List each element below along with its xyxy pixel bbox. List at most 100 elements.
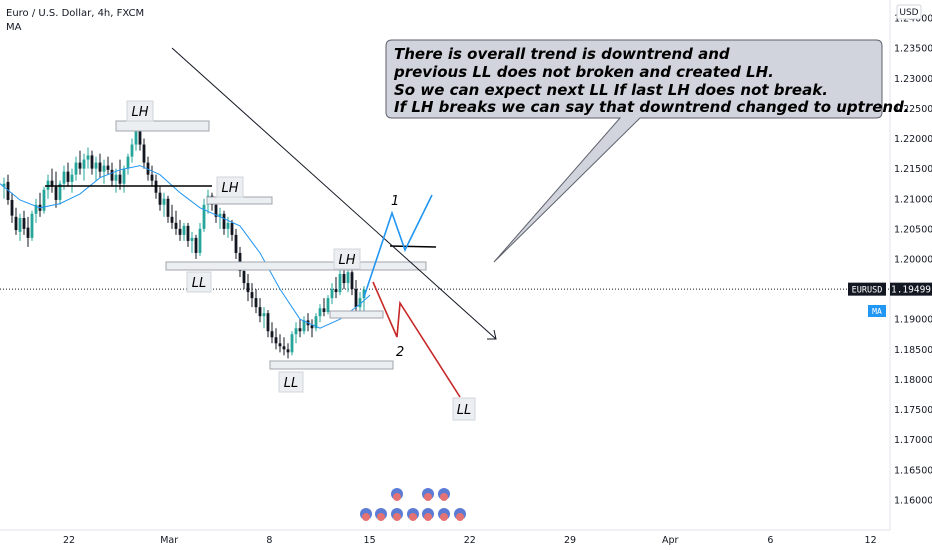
candle xyxy=(250,283,254,308)
candle xyxy=(174,210,178,235)
candle xyxy=(58,180,62,205)
price-tick-label: 1.20500 xyxy=(894,224,932,235)
lh-zone-3[interactable] xyxy=(329,310,384,319)
price-tick-label: 1.20000 xyxy=(894,254,932,265)
price-tick-label: 1.23000 xyxy=(894,74,932,85)
flag-icon[interactable] xyxy=(360,508,372,521)
flag-icon[interactable] xyxy=(454,508,466,521)
candle xyxy=(94,156,98,181)
lh-zone-1[interactable] xyxy=(115,120,210,132)
lh-label-1-text: LH xyxy=(131,105,148,120)
moving-average-line xyxy=(0,165,371,329)
callout-bubble[interactable]: There is overall trend is downtrend and … xyxy=(385,39,910,263)
time-tick-label: 12 xyxy=(865,535,877,546)
candle xyxy=(270,322,274,344)
candle xyxy=(22,210,26,235)
candle xyxy=(130,138,134,163)
flag-icon[interactable] xyxy=(391,488,403,501)
price-tick-label: 1.16000 xyxy=(894,495,932,506)
lh-label-3-text: LH xyxy=(338,253,355,268)
candle xyxy=(314,313,318,332)
last-price-tag[interactable]: EURUSD 1.19499 xyxy=(848,282,932,296)
flag-icon[interactable] xyxy=(407,508,419,521)
bullish-projection-path[interactable] xyxy=(363,194,433,298)
time-tick-label: 22 xyxy=(464,535,476,546)
price-tick-label: 1.22500 xyxy=(894,104,932,115)
callout-line-3: So we can expect next LL If last LH does… xyxy=(394,81,828,99)
candle xyxy=(166,195,170,223)
callout-line-1: There is overall trend is downtrend and xyxy=(394,45,730,63)
candle xyxy=(102,159,106,184)
ma-tag-label: MA xyxy=(872,307,882,316)
ll-label-1[interactable]: LL xyxy=(186,271,212,293)
candle xyxy=(310,319,314,338)
lh-label-1[interactable]: LH xyxy=(126,100,154,122)
ll-label-1-text: LL xyxy=(192,276,207,291)
candle xyxy=(122,165,126,193)
candle xyxy=(330,283,334,305)
flag-icon[interactable] xyxy=(422,488,434,501)
candle xyxy=(18,213,22,241)
time-axis[interactable]: 22Mar8152229Apr61219 xyxy=(63,535,932,546)
lh-label-3[interactable]: LH xyxy=(333,248,361,270)
price-tick-label: 1.22000 xyxy=(894,134,932,145)
price-tick-label: 1.19000 xyxy=(894,315,932,326)
price-tick-label: 1.16500 xyxy=(894,465,932,476)
price-tick-label: 1.17000 xyxy=(894,435,932,446)
wave-label-1: 1 xyxy=(391,194,399,209)
bearish-projection-path[interactable] xyxy=(372,281,461,398)
downtrend-line[interactable] xyxy=(171,47,497,340)
candle xyxy=(90,150,94,175)
flag-icon[interactable] xyxy=(422,508,434,521)
symbol-title: Euro / U.S. Dollar, 4h, FXCM xyxy=(6,8,144,19)
candle xyxy=(198,222,202,256)
lh-zone-2[interactable] xyxy=(206,196,273,205)
flag-icon[interactable] xyxy=(375,508,387,521)
candle xyxy=(142,138,146,169)
ll-label-3[interactable]: LL xyxy=(452,397,476,421)
candle xyxy=(218,207,222,229)
price-tick-label: 1.17500 xyxy=(894,405,932,416)
time-tick-label: 8 xyxy=(266,535,272,546)
candle xyxy=(282,337,286,356)
candle xyxy=(338,268,342,296)
ma-tag[interactable]: MA xyxy=(868,305,886,317)
candle xyxy=(82,153,86,181)
flag-icon[interactable] xyxy=(391,508,403,521)
candle xyxy=(318,304,322,323)
last-price-symbol: EURUSD xyxy=(852,286,883,296)
ll-zone-1[interactable] xyxy=(165,261,427,271)
price-axis[interactable]: 1.240001.235001.230001.225001.220001.215… xyxy=(894,14,932,507)
flag-icon[interactable] xyxy=(438,508,450,521)
price-tick-label: 1.21500 xyxy=(894,164,932,175)
ll-label-2-text: LL xyxy=(284,376,299,391)
currency-label: USD xyxy=(899,8,918,18)
candle xyxy=(50,168,54,193)
ll-label-2[interactable]: LL xyxy=(278,371,304,393)
candle xyxy=(190,231,194,253)
economic-events[interactable] xyxy=(360,488,466,521)
candle xyxy=(26,216,30,247)
currency-button[interactable]: USD xyxy=(896,4,922,20)
price-tick-label: 1.18500 xyxy=(894,345,932,356)
candle xyxy=(298,319,302,338)
candle xyxy=(2,177,6,199)
lh-label-2[interactable]: LH xyxy=(216,176,244,198)
candle xyxy=(66,162,70,187)
ll-zone-2[interactable] xyxy=(269,360,394,370)
candle xyxy=(230,219,234,241)
callout-line-2: previous LL does not broken and created … xyxy=(393,63,774,81)
target-level-line[interactable] xyxy=(389,245,437,248)
candle xyxy=(234,228,238,259)
candle xyxy=(182,222,186,241)
candle xyxy=(326,295,330,315)
flag-icon[interactable] xyxy=(438,488,450,501)
candle xyxy=(146,156,150,181)
candle xyxy=(302,316,306,335)
candle xyxy=(286,343,290,359)
candle xyxy=(162,192,166,217)
candle xyxy=(178,219,182,241)
candle xyxy=(118,159,122,190)
time-tick-label: 29 xyxy=(564,535,576,546)
